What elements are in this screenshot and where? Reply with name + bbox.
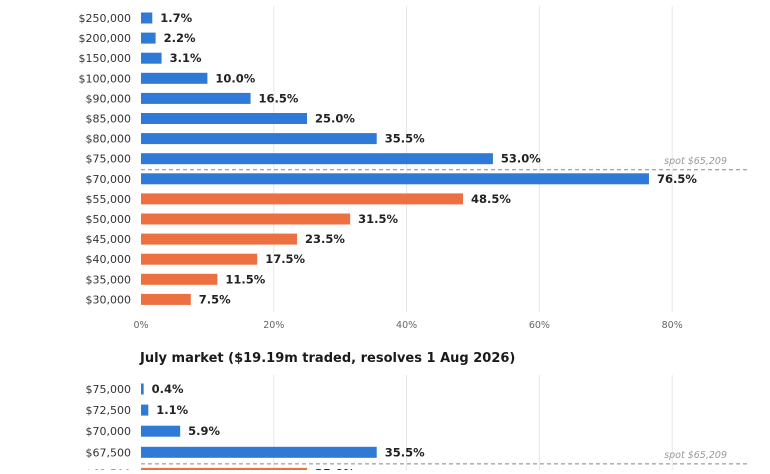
category-label: $35,000 (86, 273, 132, 286)
bar (141, 383, 144, 395)
category-label: $72,500 (86, 404, 132, 417)
bar (141, 233, 298, 245)
chart-panel-1: 0% 20% 40% 60% 80% $250,000 1.7% $200,000 2.2% $1… (79, 6, 750, 331)
x-tick-label: 0% (133, 320, 148, 331)
bar (141, 153, 493, 165)
bar (141, 253, 258, 265)
value-label: 31.5% (358, 212, 398, 226)
value-label: 7.5% (199, 292, 231, 306)
bar (141, 173, 649, 185)
value-label: 3.1% (170, 51, 202, 65)
bar (141, 12, 153, 24)
spot-label: spot $65,209 (664, 450, 727, 461)
spot-label: spot $65,209 (664, 156, 727, 167)
value-label: 53.0% (501, 152, 541, 166)
category-label: $70,000 (86, 425, 132, 438)
category-label: $80,000 (86, 133, 132, 146)
value-label: 23.5% (305, 232, 345, 246)
category-label: $150,000 (79, 52, 132, 65)
value-label: 1.7% (160, 11, 192, 25)
value-label: 5.9% (188, 424, 220, 438)
category-label: $45,000 (86, 233, 132, 246)
value-label: 2.2% (164, 31, 196, 45)
value-label: 48.5% (471, 192, 511, 206)
x-axis-ticks: 0% 20% 40% 60% 80% (133, 320, 682, 331)
value-label: 25.0% (315, 466, 355, 470)
category-label: $85,000 (86, 113, 132, 126)
bar (141, 273, 218, 285)
bar (141, 193, 464, 205)
category-label: $55,000 (86, 193, 132, 206)
category-label: $250,000 (79, 12, 132, 25)
category-label: $30,000 (86, 293, 132, 306)
value-label: 10.0% (215, 71, 255, 85)
category-label: $90,000 (86, 92, 132, 105)
bar (141, 32, 156, 44)
bar (141, 72, 208, 84)
x-tick-label: 60% (529, 320, 550, 331)
value-label: 16.5% (259, 91, 299, 105)
chart-title: July market ($19.19m traded, resolves 1 … (139, 351, 515, 366)
bar (141, 113, 307, 124)
bar (141, 446, 377, 458)
bars: $250,000 1.7% $200,000 2.2% $150,000 3.1% $100… (79, 11, 698, 306)
category-label: $67,500 (86, 446, 132, 459)
category-label: $50,000 (86, 213, 132, 226)
value-label: 25.0% (315, 112, 355, 126)
value-label: 35.5% (385, 132, 425, 146)
value-label: 1.1% (156, 403, 188, 417)
x-tick-label: 20% (263, 320, 284, 331)
category-label: $75,000 (86, 383, 132, 396)
category-label: $40,000 (86, 253, 132, 266)
category-label: $100,000 (79, 72, 132, 85)
category-label: $75,000 (86, 153, 132, 166)
value-label: 76.5% (657, 172, 697, 186)
bar (141, 133, 377, 145)
bar (141, 293, 191, 305)
value-label: 0.4% (152, 382, 184, 396)
value-label: 17.5% (265, 252, 305, 266)
value-label: 11.5% (225, 272, 265, 286)
x-tick-label: 80% (662, 320, 683, 331)
chart-panel-2: July market ($19.19m traded, resolves 1 … (86, 351, 750, 474)
category-label: $70,000 (86, 173, 132, 186)
category-label: $200,000 (79, 32, 132, 45)
x-tick-label: 40% (396, 320, 417, 331)
bar (141, 404, 149, 416)
bar (141, 425, 181, 437)
value-label: 35.5% (385, 445, 425, 459)
bar (141, 92, 251, 104)
bars: $75,000 0.4% $72,500 1.1% $70,000 5.9% $67,500… (86, 382, 425, 474)
bar (141, 213, 351, 225)
bar (141, 52, 162, 64)
